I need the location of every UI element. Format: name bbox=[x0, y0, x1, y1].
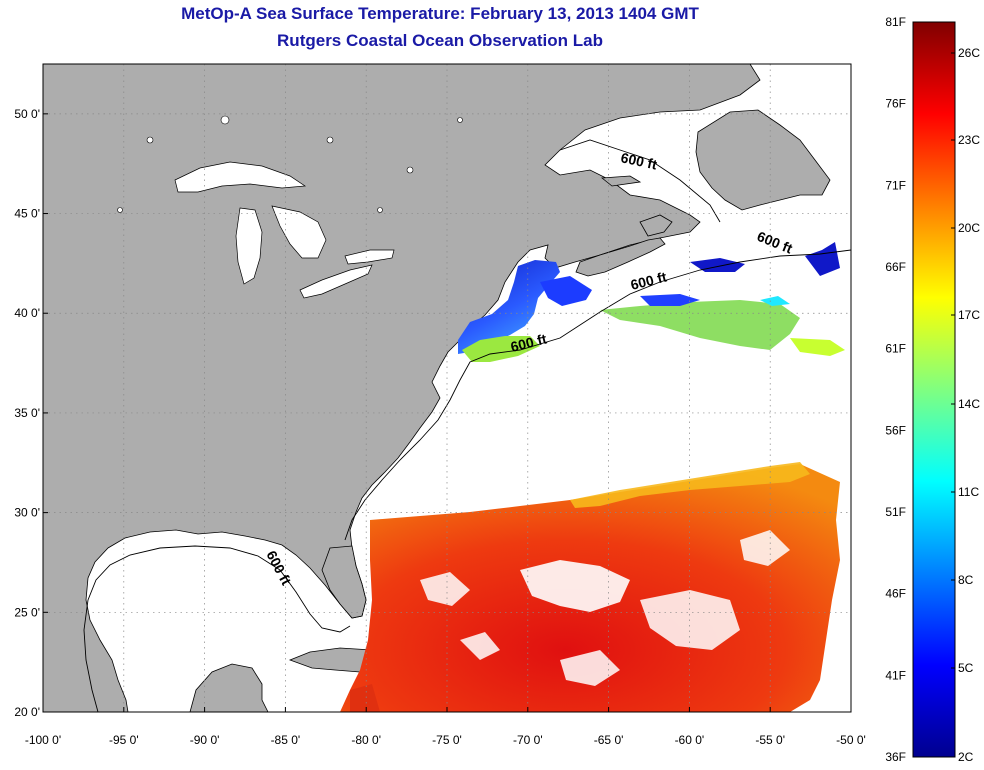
lake-superior bbox=[174, 161, 307, 193]
colorbar-c-label: 5C bbox=[958, 661, 974, 675]
colorbar-c-label: 14C bbox=[958, 397, 980, 411]
nova-scotia-land bbox=[575, 237, 666, 277]
lat-tick-label: 30 0' bbox=[14, 506, 40, 520]
small-lakes bbox=[117, 115, 463, 213]
lon-tick-label: -85 0' bbox=[271, 733, 301, 747]
lon-tick-label: -100 0' bbox=[25, 733, 61, 747]
colorbar-f-label: 76F bbox=[885, 97, 906, 111]
sst-warm-region bbox=[340, 462, 840, 712]
lon-tick-label: -75 0' bbox=[432, 733, 462, 747]
lat-tick-label: 50 0' bbox=[14, 107, 40, 121]
lon-tick-label: -80 0' bbox=[351, 733, 381, 747]
lon-tick-label: -50 0' bbox=[836, 733, 866, 747]
colorbar-c-label: 23C bbox=[958, 133, 980, 147]
lat-tick-label: 45 0' bbox=[14, 207, 40, 221]
colorbar-c-label: 11C bbox=[958, 485, 979, 499]
colorbar-c-label: 26C bbox=[958, 46, 980, 60]
colorbar-f-label: 36F bbox=[885, 750, 906, 764]
lon-tick-label: -70 0' bbox=[513, 733, 543, 747]
colorbar-f-label: 51F bbox=[885, 505, 906, 519]
colorbar-f-label: 46F bbox=[885, 587, 906, 601]
lat-tick-label: 40 0' bbox=[14, 306, 40, 320]
lake-michigan bbox=[235, 207, 263, 285]
sst-cold-patch bbox=[458, 242, 845, 362]
latitude-ticks: 50 0' 45 0' 40 0' 35 0' 30 0' 25 0' 20 0' bbox=[14, 107, 48, 719]
colorbar-f-label: 61F bbox=[885, 342, 906, 356]
colorbar-f-label: 71F bbox=[885, 178, 906, 192]
colorbar-f-label: 81F bbox=[885, 15, 906, 29]
yucatan-land bbox=[189, 663, 269, 712]
newfoundland-land bbox=[695, 109, 831, 211]
map-subtitle: Rutgers Coastal Ocean Observation Lab bbox=[277, 31, 603, 50]
colorbar-c-label: 20C bbox=[958, 221, 980, 235]
longitude-ticks: -100 0' -95 0' -90 0' -85 0' -80 0' -75 0' -70… bbox=[25, 707, 866, 747]
lake-erie bbox=[299, 264, 373, 299]
cape-breton-land bbox=[639, 214, 673, 237]
colorbar-celsius-labels: 26C 23C 20C 17C 14C 11C 8C 5C 2C bbox=[951, 46, 980, 764]
colorbar-fahrenheit-labels: 81F 76F 71F 66F 61F 56F 51F 46F 41F 36F bbox=[885, 15, 906, 764]
lon-tick-label: -90 0' bbox=[190, 733, 220, 747]
shelf-contour-line bbox=[83, 139, 851, 712]
contour-label-gulf-st-lawrence: 600 ft bbox=[619, 149, 658, 172]
lon-tick-label: -60 0' bbox=[675, 733, 705, 747]
florida-land bbox=[321, 545, 367, 619]
map-layers bbox=[43, 64, 851, 712]
colorbar-c-label: 2C bbox=[958, 750, 974, 764]
anticosti-land bbox=[600, 175, 642, 187]
colorbar-f-label: 41F bbox=[885, 668, 906, 682]
sst-caribbean-warm bbox=[350, 684, 380, 712]
lat-tick-label: 35 0' bbox=[14, 406, 40, 420]
colorbar-f-label: 56F bbox=[885, 423, 906, 437]
lon-tick-label: -65 0' bbox=[594, 733, 624, 747]
colorbar-f-label: 66F bbox=[885, 260, 906, 274]
colorbar-c-label: 17C bbox=[958, 308, 980, 322]
lon-tick-label: -95 0' bbox=[109, 733, 139, 747]
lat-tick-label: 25 0' bbox=[14, 605, 40, 619]
graticule bbox=[43, 64, 851, 712]
lat-tick-label: 20 0' bbox=[14, 705, 40, 719]
map-title: MetOp-A Sea Surface Temperature: Februar… bbox=[181, 4, 699, 23]
colorbar-c-label: 8C bbox=[958, 573, 974, 587]
colorbar bbox=[912, 21, 956, 758]
lake-ontario bbox=[344, 249, 395, 265]
lon-tick-label: -55 0' bbox=[755, 733, 785, 747]
